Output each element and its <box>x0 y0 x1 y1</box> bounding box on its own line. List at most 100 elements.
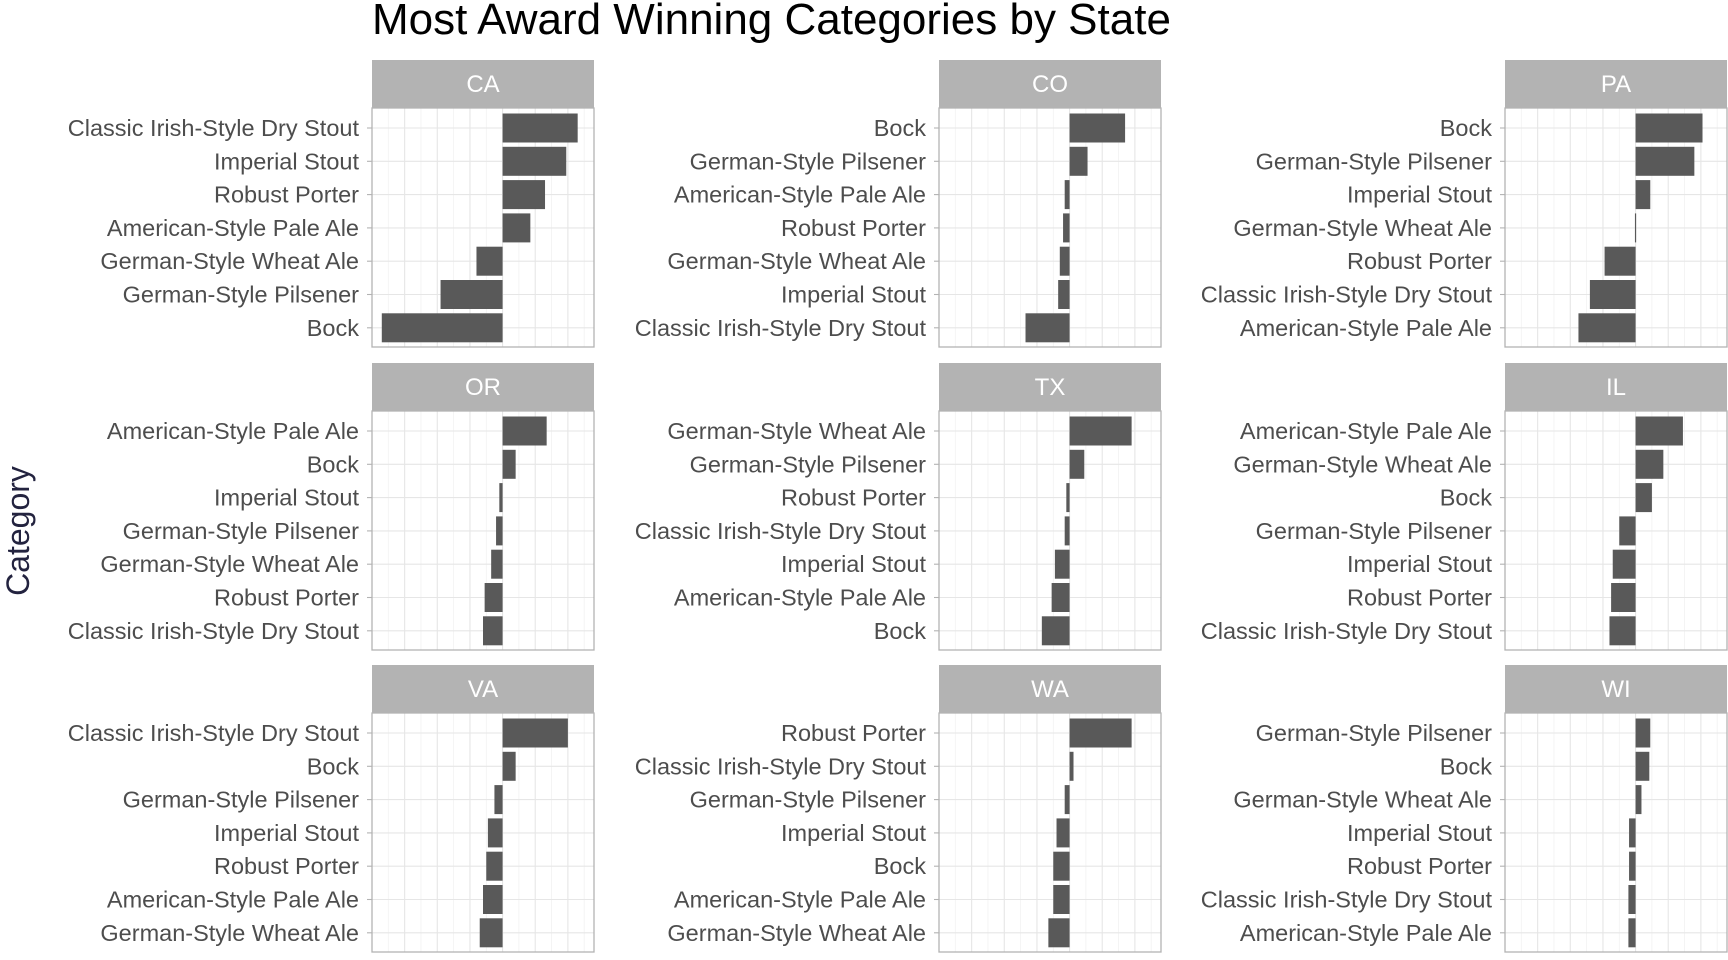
category-label: Bock <box>307 451 359 477</box>
category-label: Bock <box>874 618 926 644</box>
bar <box>1058 280 1070 309</box>
category-label: American-Style Pale Ale <box>107 418 359 444</box>
category-label: American-Style Pale Ale <box>674 887 926 913</box>
facet-il: IL American-Style Pale Ale German-Style Wh… <box>1201 363 1728 651</box>
category-label: German-Style Pilsener <box>1256 720 1493 746</box>
bar <box>1635 785 1642 815</box>
y-axis-title: Category <box>0 466 36 596</box>
bar <box>1069 718 1132 748</box>
bar <box>1041 616 1070 646</box>
bar <box>1628 918 1636 948</box>
category-label: Imperial Stout <box>781 551 926 577</box>
category-label: American-Style Pale Ale <box>674 585 926 611</box>
bar <box>1051 583 1070 612</box>
category-label: Bock <box>874 115 926 141</box>
bar <box>496 516 503 546</box>
bar <box>1635 483 1652 513</box>
bar <box>479 918 503 948</box>
category-label: German-Style Pilsener <box>690 148 927 174</box>
facet-strip-label: CO <box>1032 71 1068 98</box>
category-label: American-Style Pale Ale <box>107 215 359 241</box>
category-label: Robust Porter <box>1347 248 1492 274</box>
facet-strip <box>372 363 594 411</box>
category-label: Robust Porter <box>1347 853 1492 879</box>
category-label: Classic Irish-Style Dry Stout <box>1201 887 1493 913</box>
facet-strip <box>1505 363 1727 411</box>
bar <box>1053 885 1070 914</box>
bar <box>1634 213 1637 243</box>
bar <box>381 313 503 343</box>
category-label: Bock <box>1440 485 1492 511</box>
category-label: Robust Porter <box>781 215 926 241</box>
bar <box>502 180 546 210</box>
bar <box>502 213 531 243</box>
facet-strip <box>372 665 594 713</box>
bar <box>1612 549 1636 579</box>
facet-wa: WA Robust Porter Classic Irish-Style Dry S… <box>635 665 1162 953</box>
facet-strip-label: OR <box>465 374 501 401</box>
bar <box>1053 851 1070 881</box>
bar <box>440 280 503 309</box>
bar <box>491 549 503 579</box>
facet-strip-label: VA <box>468 676 498 703</box>
category-label: American-Style Pale Ale <box>1240 315 1492 341</box>
bar <box>1628 885 1636 914</box>
category-label: Classic Irish-Style Dry Stout <box>635 518 927 544</box>
category-label: German-Style Pilsener <box>1256 148 1493 174</box>
bar <box>486 851 503 881</box>
category-label: Classic Irish-Style Dry Stout <box>635 753 927 779</box>
facet-strip-label: PA <box>1601 71 1631 98</box>
bar <box>1611 583 1636 612</box>
bar <box>487 818 503 848</box>
category-label: American-Style Pale Ale <box>1240 418 1492 444</box>
category-label: Imperial Stout <box>1347 820 1492 846</box>
chart-title: Most Award Winning Categories by State <box>372 0 1171 44</box>
category-label: Classic Irish-Style Dry Stout <box>68 618 360 644</box>
facet-tx: TX German-Style Wheat Ale German-Style Pil… <box>635 363 1162 651</box>
bar <box>502 416 547 446</box>
bar <box>502 449 516 479</box>
category-label: German-Style Wheat Ale <box>1233 215 1492 241</box>
category-label: Classic Irish-Style Dry Stout <box>1201 282 1493 308</box>
bar <box>1629 851 1636 881</box>
category-label: German-Style Wheat Ale <box>667 248 926 274</box>
category-label: German-Style Pilsener <box>690 451 927 477</box>
category-label: German-Style Wheat Ale <box>667 920 926 946</box>
bar <box>1069 751 1074 781</box>
facet-strip <box>1505 665 1727 713</box>
category-label: German-Style Pilsener <box>123 787 360 813</box>
bar <box>1069 146 1088 176</box>
bar <box>1635 180 1651 210</box>
facet-pa: PA Bock German-Style Pilsener Imperial Stou… <box>1201 60 1728 348</box>
bar <box>1025 313 1070 343</box>
bar <box>1064 785 1070 815</box>
facet-strip-label: WI <box>1601 676 1630 703</box>
bar <box>476 246 503 276</box>
facet-strip-label: TX <box>1035 374 1066 401</box>
category-label: German-Style Pilsener <box>1256 518 1493 544</box>
bar <box>483 885 503 914</box>
category-label: Imperial Stout <box>1347 551 1492 577</box>
category-label: German-Style Wheat Ale <box>667 418 926 444</box>
bar <box>1604 246 1636 276</box>
facet-strip <box>939 363 1161 411</box>
category-label: Bock <box>1440 753 1492 779</box>
bar <box>1635 113 1703 143</box>
bar <box>502 718 568 748</box>
bar <box>484 583 503 612</box>
category-label: Bock <box>1440 115 1492 141</box>
category-label: Bock <box>307 753 359 779</box>
bar <box>1069 113 1126 143</box>
category-label: Imperial Stout <box>1347 182 1492 208</box>
bar <box>1635 416 1683 446</box>
facet-panels: CA Classic Irish-Style Dry Stout Imperial … <box>68 60 1728 953</box>
bar <box>1635 449 1664 479</box>
category-label: German-Style Wheat Ale <box>100 248 359 274</box>
bar <box>1069 416 1132 446</box>
bar <box>494 785 503 815</box>
bar <box>502 113 578 143</box>
category-label: German-Style Pilsener <box>123 282 360 308</box>
bar <box>1066 483 1070 513</box>
bar <box>1064 516 1070 546</box>
